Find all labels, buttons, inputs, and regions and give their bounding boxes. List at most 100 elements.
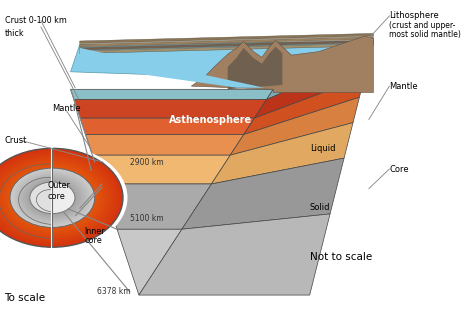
Wedge shape bbox=[52, 173, 88, 223]
Polygon shape bbox=[80, 33, 374, 44]
Wedge shape bbox=[52, 192, 61, 204]
Polygon shape bbox=[74, 100, 266, 118]
Wedge shape bbox=[52, 193, 59, 203]
Circle shape bbox=[51, 197, 54, 199]
Text: 6378 km: 6378 km bbox=[97, 287, 131, 296]
Text: Asthenosphere: Asthenosphere bbox=[168, 115, 252, 125]
Wedge shape bbox=[52, 195, 56, 200]
Text: 5100 km: 5100 km bbox=[130, 214, 164, 223]
Circle shape bbox=[44, 192, 61, 204]
Wedge shape bbox=[52, 148, 123, 247]
Wedge shape bbox=[52, 174, 86, 221]
Wedge shape bbox=[52, 160, 107, 236]
Wedge shape bbox=[52, 196, 56, 200]
Wedge shape bbox=[52, 168, 95, 227]
Circle shape bbox=[22, 176, 83, 219]
Text: Mantle: Mantle bbox=[389, 82, 418, 91]
Circle shape bbox=[22, 177, 82, 219]
Wedge shape bbox=[52, 150, 121, 246]
Wedge shape bbox=[52, 169, 93, 226]
Circle shape bbox=[27, 180, 78, 216]
Wedge shape bbox=[52, 180, 78, 216]
Text: Inner: Inner bbox=[84, 227, 105, 236]
Text: core: core bbox=[48, 192, 65, 201]
Polygon shape bbox=[255, 54, 370, 118]
Wedge shape bbox=[52, 185, 70, 210]
Polygon shape bbox=[230, 97, 359, 155]
Polygon shape bbox=[92, 155, 230, 184]
Text: Crust 0-100 km: Crust 0-100 km bbox=[5, 16, 66, 25]
Circle shape bbox=[15, 172, 90, 224]
Wedge shape bbox=[52, 175, 84, 220]
Wedge shape bbox=[52, 182, 75, 214]
Text: Crust: Crust bbox=[5, 136, 27, 145]
Text: Solid: Solid bbox=[310, 203, 330, 212]
Circle shape bbox=[0, 151, 119, 245]
Polygon shape bbox=[244, 77, 365, 135]
Wedge shape bbox=[52, 194, 57, 201]
Circle shape bbox=[26, 179, 79, 216]
Circle shape bbox=[28, 181, 76, 214]
Text: core: core bbox=[84, 236, 102, 245]
Wedge shape bbox=[52, 161, 105, 235]
Wedge shape bbox=[52, 157, 110, 239]
Circle shape bbox=[0, 152, 118, 243]
Circle shape bbox=[20, 175, 84, 220]
Text: Mantle: Mantle bbox=[52, 104, 81, 113]
Circle shape bbox=[13, 170, 91, 225]
Wedge shape bbox=[52, 156, 112, 240]
Polygon shape bbox=[139, 214, 330, 295]
Wedge shape bbox=[52, 177, 82, 219]
Wedge shape bbox=[52, 172, 90, 224]
Circle shape bbox=[40, 189, 64, 206]
Wedge shape bbox=[52, 189, 65, 206]
Wedge shape bbox=[52, 181, 76, 214]
Wedge shape bbox=[52, 186, 69, 210]
Circle shape bbox=[47, 194, 58, 202]
Wedge shape bbox=[52, 183, 73, 212]
Polygon shape bbox=[191, 36, 374, 93]
Circle shape bbox=[0, 153, 116, 242]
Circle shape bbox=[17, 173, 88, 223]
Wedge shape bbox=[52, 171, 91, 225]
Text: Outer: Outer bbox=[48, 181, 71, 189]
Circle shape bbox=[7, 166, 98, 230]
Wedge shape bbox=[52, 182, 74, 213]
Circle shape bbox=[0, 148, 123, 247]
Polygon shape bbox=[80, 40, 374, 50]
Circle shape bbox=[46, 193, 59, 203]
Wedge shape bbox=[52, 173, 88, 223]
Circle shape bbox=[32, 183, 73, 212]
Circle shape bbox=[44, 192, 61, 204]
Wedge shape bbox=[52, 179, 79, 216]
Wedge shape bbox=[52, 170, 91, 225]
Circle shape bbox=[0, 158, 109, 237]
Wedge shape bbox=[52, 174, 86, 221]
Circle shape bbox=[38, 188, 66, 208]
Text: 2900 km: 2900 km bbox=[130, 158, 164, 167]
Wedge shape bbox=[52, 187, 68, 208]
Polygon shape bbox=[71, 41, 374, 79]
Circle shape bbox=[12, 169, 93, 226]
Polygon shape bbox=[80, 48, 264, 88]
Wedge shape bbox=[52, 194, 58, 202]
Circle shape bbox=[5, 164, 100, 231]
Wedge shape bbox=[52, 163, 102, 232]
Circle shape bbox=[0, 150, 121, 246]
Wedge shape bbox=[52, 191, 63, 205]
Circle shape bbox=[10, 168, 95, 227]
Wedge shape bbox=[52, 164, 100, 231]
Wedge shape bbox=[52, 145, 128, 250]
Circle shape bbox=[39, 188, 66, 207]
Polygon shape bbox=[117, 229, 182, 295]
Wedge shape bbox=[52, 188, 66, 207]
Circle shape bbox=[19, 174, 86, 221]
Circle shape bbox=[31, 183, 73, 213]
Polygon shape bbox=[266, 41, 374, 100]
Circle shape bbox=[0, 156, 112, 240]
Circle shape bbox=[0, 154, 114, 241]
Text: (crust and upper-: (crust and upper- bbox=[389, 21, 456, 30]
Circle shape bbox=[18, 174, 86, 221]
Wedge shape bbox=[52, 167, 97, 229]
Wedge shape bbox=[52, 181, 77, 215]
